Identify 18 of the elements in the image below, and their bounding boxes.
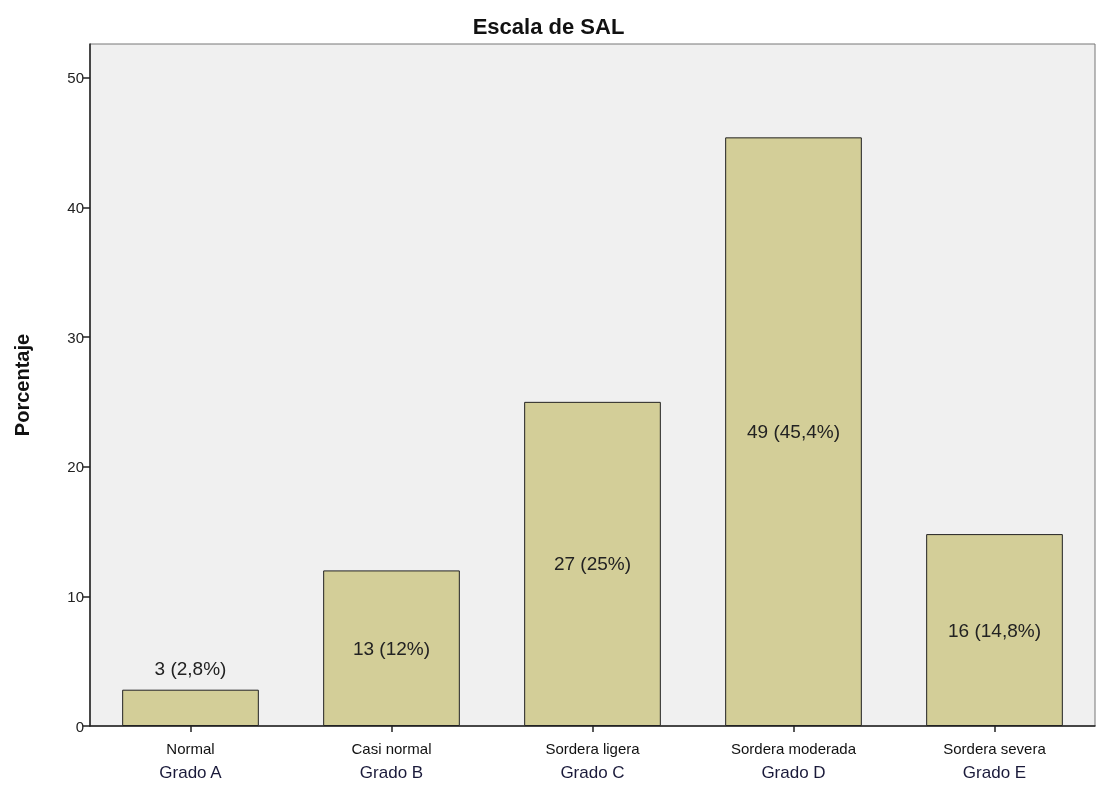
y-tick-label: 40 [67, 198, 84, 216]
y-tick-label: 0 [75, 717, 84, 735]
x-tick-label: Sordera severa Grado E [943, 739, 1047, 782]
data-label: 16 (14,8%) [948, 619, 1041, 641]
data-label: 3 (2,8%) [154, 657, 227, 679]
x-tick-label: Normal Grado A [159, 739, 223, 782]
data-label: 49 (45,4%) [747, 421, 840, 443]
data-label: 27 (25%) [553, 553, 632, 575]
y-tick-label: 20 [67, 458, 84, 476]
chart-title: Escala de SAL [472, 13, 625, 39]
y-tick-label: 10 [67, 587, 84, 605]
x-tick-label: Casi normal Grado B [351, 739, 432, 782]
y-tick-label: 50 [67, 69, 84, 87]
data-label: 13 (12%) [352, 637, 431, 659]
y-axis-title: Porcentaje [11, 333, 33, 437]
y-tick-label: 30 [67, 328, 84, 346]
x-tick-label: Sordera moderada Grado D [730, 739, 857, 782]
x-tick-label: Sordera ligera Grado C [545, 739, 641, 782]
